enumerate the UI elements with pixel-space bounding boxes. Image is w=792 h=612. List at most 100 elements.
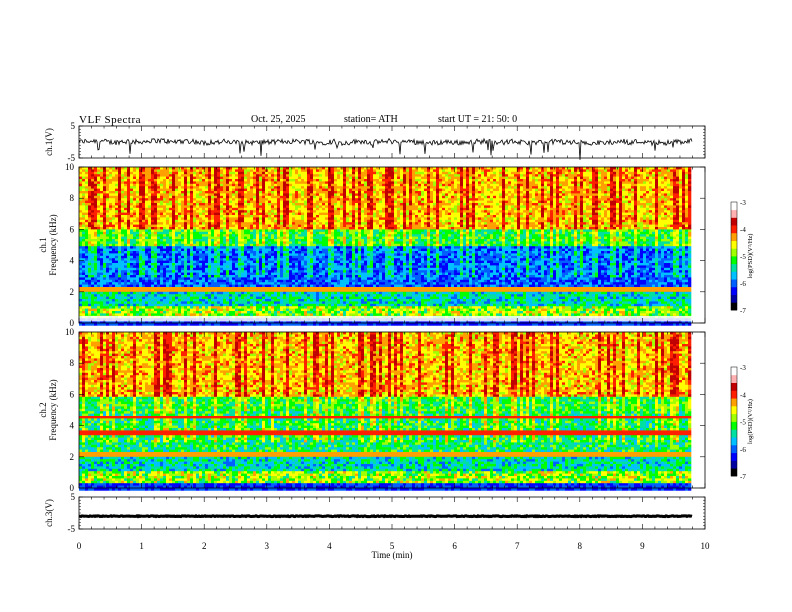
spectrogram-cell [217,263,221,266]
spectrogram-cell [127,275,131,278]
spectrogram-cell [172,188,176,192]
spectrogram-cell [259,169,263,173]
spectrogram-cell [280,179,284,182]
spectrogram-cell [214,179,218,182]
spectrogram-cell [88,263,92,266]
spectrogram-cell [97,212,101,216]
spectrogram-cell [292,265,296,269]
spectrogram-cell [295,193,299,197]
spectrogram-cell [286,198,290,201]
spectrogram-cell [205,176,209,180]
spectrogram-cell [181,258,185,261]
spectrogram-cell [208,203,212,206]
spectrogram-cell [220,265,224,269]
spectrogram-cell [163,200,167,204]
spectrogram-cell [85,306,89,309]
spectrogram-cell [244,191,248,194]
spectrogram-cell [214,217,218,221]
spectrogram-cell [127,183,131,187]
spectrogram-cell [190,306,194,309]
spectrogram-cell [292,258,296,261]
spectrogram-cell [271,203,275,206]
spectrogram-cell [286,239,290,242]
spectrogram-cell [277,212,281,216]
spectrogram-cell [268,167,272,170]
spectrogram-cell [169,246,173,249]
spectrogram-cell [265,296,269,300]
spectrogram-cell [229,248,233,252]
spectrogram-cell [148,248,152,252]
spectrogram-cell [250,272,254,276]
spectrogram-cell [121,294,125,297]
spectrogram-cell [133,299,137,302]
spectrogram-cell [289,248,293,252]
spectrogram-cell [295,308,299,312]
spectrogram-cell [142,171,146,175]
spectrogram-cell [124,188,128,192]
spectrogram-cell [268,169,272,173]
spectrogram-cell [199,171,203,175]
spectrogram-cell [166,174,170,177]
spectrogram-cell [100,291,104,295]
spectrogram-cell [151,299,155,302]
spectrogram-cell [262,176,266,180]
spectrogram-cell [139,296,143,300]
spectrogram-cell [193,265,197,269]
spectrogram-cell [262,222,266,225]
spectrogram-cell [178,176,182,180]
spectrogram-cell [130,219,134,223]
spectrogram-cell [298,188,302,192]
spectrogram-cell [115,270,119,273]
spectrogram-cell [112,167,116,170]
spectrogram-cell [97,306,101,309]
spectrogram-cell [154,231,158,235]
spectrogram-cell [271,282,275,285]
spectrogram-cell [259,284,263,288]
spectrogram-cell [172,265,176,269]
spectrogram-cell [220,323,224,326]
spectrogram-cell [181,282,185,285]
spectrogram-cell [223,207,227,211]
spectrogram-cell [94,181,98,185]
spectrogram-cell [166,241,170,245]
spectrogram-cell [178,253,182,257]
spectrogram-cell [145,215,149,218]
spectrogram-cell [241,176,245,180]
spectrogram-cell [157,301,161,305]
spectrogram-cell [79,313,83,317]
spectrogram-cell [148,181,152,185]
spectrogram-cell [88,323,92,326]
spectrogram-cell [283,320,287,324]
spectrogram-cell [109,320,113,324]
spectrogram-cell [79,301,83,305]
spectrogram-cell [256,277,260,281]
spectrogram-cell [199,260,203,264]
spectrogram-cell [106,251,110,254]
spectrogram-cell [184,243,188,247]
spectrogram-cell [226,236,230,240]
spectrogram-cell [193,183,197,187]
spectrogram-cell [247,320,251,324]
spectrogram-cell [100,241,104,245]
spectrogram-cell [202,253,206,257]
spectrogram-cell [157,224,161,228]
spectrogram-cell [148,241,152,245]
spectrogram-cell [274,282,278,285]
spectrogram-cell [232,306,236,309]
spectrogram-cell [280,246,284,249]
spectrogram-cell [109,246,113,249]
spectrogram-cell [274,284,278,288]
spectrogram-cell [118,236,122,240]
spectrogram-cell [88,183,92,187]
spectrogram-cell [202,241,206,245]
spectrogram-cell [109,267,113,271]
spectrogram-cell [295,183,299,187]
spectrogram-cell [184,267,188,271]
spectrogram-cell [253,207,257,211]
spectrogram-cell [199,306,203,309]
spectrogram-cell [115,203,119,206]
spectrogram-cell [190,174,194,177]
spectrogram-cell [82,198,86,201]
spectrogram-cell [133,267,137,271]
spectrogram-cell [193,236,197,240]
